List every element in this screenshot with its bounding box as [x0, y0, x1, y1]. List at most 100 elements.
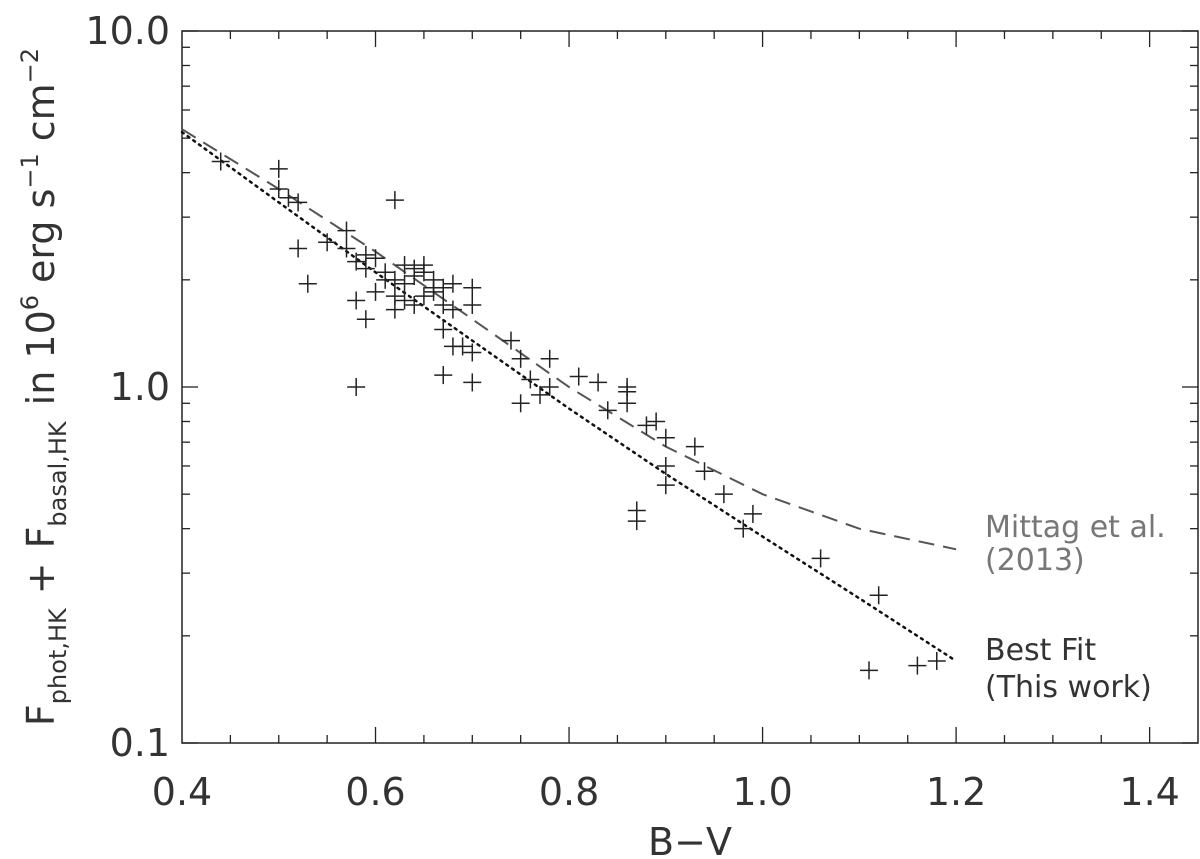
data-point [385, 300, 404, 319]
data-point [366, 249, 385, 268]
data-point [424, 282, 443, 301]
y-axis-title: Fphot,HK + Fbasal,HK in 106 erg s−1 cm−2 [16, 48, 72, 726]
x-tick-label: 1.4 [1119, 770, 1179, 814]
y-title-unit-c: cm [19, 83, 63, 141]
data-point [434, 295, 453, 314]
data-point [269, 159, 288, 178]
data-points [211, 152, 946, 680]
data-point [531, 385, 550, 404]
x-axis-title: B−V [648, 820, 732, 859]
y-title-f1: F [19, 704, 63, 726]
y-title-exp-cm: −2 [16, 48, 44, 83]
data-point [598, 401, 617, 420]
annotation-best-fit-line-2: (This work) [985, 670, 1152, 705]
data-point [811, 549, 830, 568]
data-point [279, 188, 298, 207]
data-point [434, 278, 453, 297]
data-point [414, 263, 433, 282]
data-point [627, 512, 646, 531]
data-point [298, 274, 317, 293]
data-point [743, 504, 762, 523]
data-point [318, 233, 337, 252]
data-point [695, 462, 714, 481]
data-point [347, 252, 366, 271]
annotation-best-fit-line-1: Best Fit [985, 633, 1096, 668]
data-point [869, 586, 888, 605]
data-point [637, 416, 656, 435]
data-point [589, 373, 608, 392]
y-tick-labels: 0.1 1.0 10.0 [85, 9, 170, 765]
data-point [289, 193, 308, 212]
x-tick-label: 1.0 [732, 770, 792, 814]
data-point [347, 378, 366, 396]
axis-ticks [182, 30, 1198, 744]
x-tick-label: 0.8 [539, 770, 599, 814]
data-point [656, 428, 675, 447]
data-point [434, 320, 453, 339]
data-point [356, 310, 375, 329]
x-tick-label: 0.4 [152, 770, 212, 814]
data-point [385, 270, 404, 289]
data-point [501, 331, 520, 350]
data-point [337, 221, 356, 240]
data-point [463, 278, 482, 297]
data-point [511, 394, 530, 413]
data-point [927, 651, 946, 670]
x-tick-label: 1.2 [926, 770, 986, 814]
fit-curves [180, 128, 958, 663]
y-tick-label: 1.0 [110, 365, 170, 409]
data-point [366, 282, 385, 301]
data-point [347, 291, 366, 310]
data-point [405, 295, 424, 314]
data-point [540, 349, 559, 368]
y-title-plus: + [19, 562, 63, 594]
annotation-mittag-line-2: (2013) [985, 543, 1085, 578]
data-point [714, 485, 733, 504]
data-point [395, 291, 414, 310]
x-tick-label: 0.6 [345, 770, 405, 814]
data-point [540, 378, 559, 396]
data-point [453, 337, 472, 356]
y-title-exp-s: −1 [16, 153, 44, 188]
data-point [463, 373, 482, 392]
data-point [647, 412, 666, 431]
data-point [860, 661, 879, 680]
annotation-mittag-line-1: Mittag et al. [985, 510, 1166, 545]
data-point [269, 179, 288, 198]
data-point [463, 295, 482, 314]
data-point [395, 256, 414, 275]
data-point [395, 274, 414, 293]
y-title-unit-b: erg s [19, 189, 63, 283]
y-title-sub1: phot,HK [44, 607, 72, 704]
data-point [414, 287, 433, 306]
y-tick-label: 0.1 [110, 721, 170, 765]
best-fit-curve [180, 130, 958, 663]
data-point [443, 274, 462, 293]
data-point [443, 300, 462, 319]
data-point [908, 656, 927, 675]
data-point [405, 267, 424, 286]
data-point [463, 343, 482, 362]
y-title-unit-a: in 10 [19, 310, 63, 405]
data-point [521, 370, 540, 389]
data-point [656, 476, 675, 495]
data-point [385, 191, 404, 210]
data-point [289, 239, 308, 258]
data-point [211, 152, 230, 171]
x-tick-labels: 0.4 0.6 0.8 1.0 1.2 1.4 [152, 770, 1180, 814]
y-title-exp6: 6 [16, 295, 44, 310]
y-tick-label: 10.0 [85, 9, 170, 53]
mittag-curve [181, 128, 957, 551]
data-point [685, 437, 704, 456]
data-point [337, 239, 356, 258]
data-point [511, 349, 530, 368]
y-title-f2: F [19, 527, 63, 549]
data-point [434, 366, 453, 385]
data-point [656, 456, 675, 475]
data-point [356, 259, 375, 278]
annotation-best-fit: Best Fit (This work) [985, 633, 1152, 705]
annotation-mittag: Mittag et al. (2013) [985, 510, 1175, 578]
data-point [569, 367, 588, 386]
data-point [734, 519, 753, 538]
